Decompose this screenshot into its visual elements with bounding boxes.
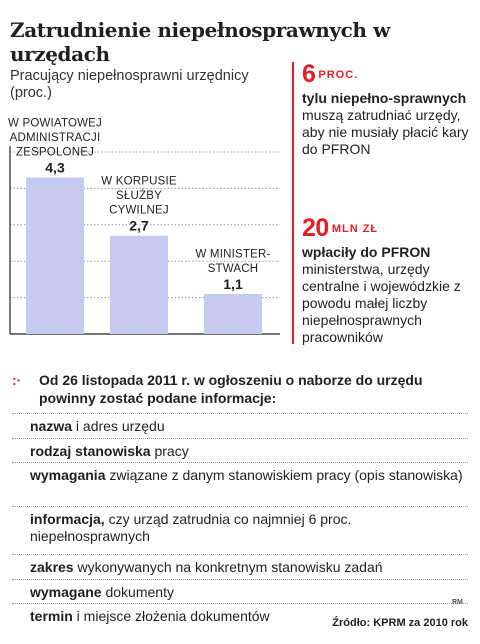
bar [110, 235, 168, 334]
category-label: ZESPOLONEJ [16, 146, 94, 158]
fact-6-percent: 6 PROC. tylu niepełno-sprawnych muszą zat… [302, 60, 477, 158]
list-item: wymagania związane z danym stanowiskiem … [12, 463, 468, 507]
data-label: 1,1 [223, 276, 243, 292]
fact-20-mln: 20 MLN ZŁ wpłaciły do PFRON ministerstwa,… [302, 214, 477, 346]
fact-unit: PROC. [318, 69, 359, 81]
item-text: związane z danym stanowiskiem pracy (opi… [105, 467, 463, 483]
red-divider [292, 62, 294, 344]
item-text: i adres urzędu [72, 418, 165, 434]
requirements-list: nazwa i adres urzędu rodzaj stanowiska p… [12, 413, 468, 628]
info-header-text: Od 26 listopada 2011 r. w ogłoszeniu o n… [39, 372, 423, 406]
category-label: W MINISTER- [195, 248, 270, 260]
item-text: czy urząd zatrudnia co najmniej 6 proc. … [30, 511, 352, 544]
headline: Zatrudnienie niepełnosprawnych w urzędac… [10, 18, 390, 66]
author-credit: RM [452, 599, 463, 606]
item-bold: wymagane [30, 584, 102, 600]
list-item: termin i miejsce złożenia dokumentów [12, 604, 468, 628]
bar [204, 293, 262, 334]
bar [26, 177, 84, 334]
list-item: nazwa i adres urzędu [12, 414, 468, 439]
category-label: STWACH [208, 263, 259, 275]
fact-unit: MLN ZŁ [331, 223, 379, 235]
bullet-icon: :· [12, 372, 22, 388]
category-label: SŁUŻBY [116, 189, 162, 202]
category-label: CYWILNEJ [109, 205, 169, 217]
bar-chart: 4,3 W POWIATOWEJ ADMINISTRACJI ZESPOLONEJ 2,… [8, 117, 280, 335]
item-bold: termin [30, 608, 73, 624]
chart-title: Pracujący niepełnosprawni urzędnicy (pro… [10, 68, 249, 101]
category-label: W KORPUSIE [101, 176, 177, 188]
list-item: wymagane dokumenty [12, 580, 468, 604]
fact-text: ministerstwa, urzędy centralne i wojewód… [302, 261, 461, 345]
data-label: 4,3 [45, 159, 65, 175]
item-bold: rodzaj stanowiska [30, 443, 151, 459]
category-label: ADMINISTRACJI [10, 132, 101, 144]
fact-number: 20 [302, 214, 329, 242]
item-text: dokumenty [101, 584, 174, 600]
list-item: informacja, czy urząd zatrudnia co najmn… [12, 507, 468, 555]
fact-text: muszą zatrudniać urzędy, aby nie musiały… [302, 107, 469, 157]
item-bold: wymagania [30, 467, 106, 483]
data-label: 2,7 [129, 218, 149, 234]
info-header: :· Od 26 listopada 2011 r. w ogłoszeniu … [12, 371, 472, 407]
item-bold: informacja, [30, 511, 105, 527]
fact-bold-text: wpłaciły do PFRON [302, 244, 431, 260]
item-bold: zakres [30, 559, 74, 575]
list-item: rodzaj stanowiska pracy [12, 439, 468, 463]
list-item: zakres wykonywanych na konkretnym stanow… [12, 555, 468, 580]
item-text: i miejsce złożenia dokumentów [72, 608, 270, 624]
fact-bold-text: tylu niepełno-sprawnych [302, 90, 467, 106]
fact-number: 6 [302, 60, 316, 88]
source-note: Źródło: KPRM za 2010 rok [332, 617, 468, 629]
category-label: W POWIATOWEJ [8, 117, 102, 129]
item-bold: nazwa [30, 418, 73, 434]
item-text: pracy [150, 443, 189, 459]
item-text: wykonywanych na konkretnym stanowisku za… [73, 559, 383, 575]
